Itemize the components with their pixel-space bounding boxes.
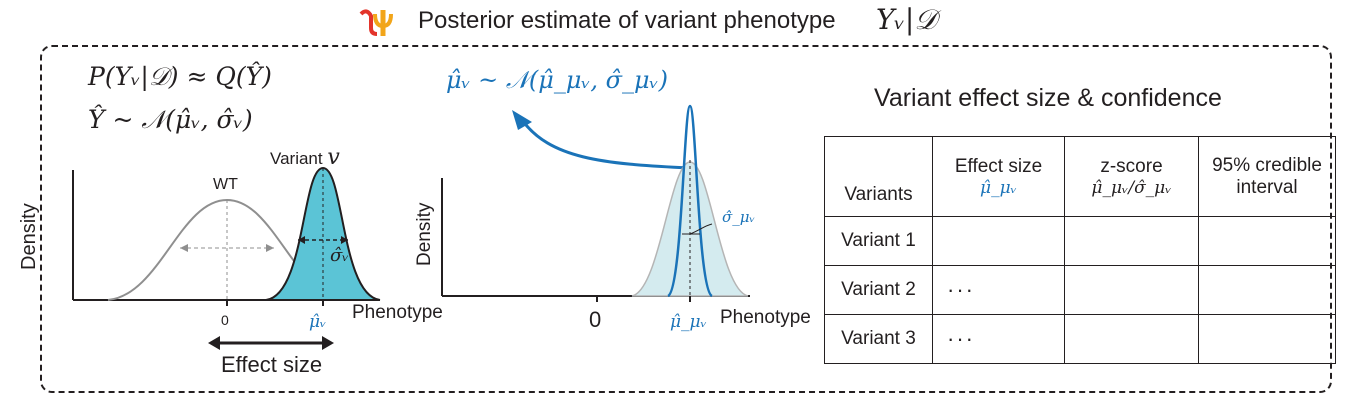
- left-x-tick-mu: μ̂ᵥ: [309, 312, 327, 332]
- row-zscore-cell: [1064, 265, 1199, 315]
- row-zscore-cell: [1064, 314, 1199, 364]
- sigma-pointer: [689, 223, 713, 235]
- variant-sigma-label: σ̂ᵥ: [330, 245, 349, 266]
- middle-y-axis-label: Density: [414, 202, 435, 266]
- header-z-score-formula: μ̂_μᵥ/σ̂_μᵥ: [1091, 177, 1172, 198]
- left-x-axis-label: Phenotype: [352, 302, 443, 323]
- psi-logo-icon: [359, 9, 393, 36]
- middle-x-axis-label: Phenotype: [720, 307, 811, 328]
- middle-x-tick-mu: μ̂_μᵥ: [670, 312, 707, 332]
- title-formula: Yᵥ|𝒟: [876, 3, 937, 36]
- header-variants: Variants: [824, 136, 933, 217]
- narrow-posterior-curve: [667, 104, 713, 298]
- row-zscore-cell: [1064, 216, 1199, 266]
- table-header-row: Variants Effect size μ̂_μᵥ z-score μ̂_μᵥ…: [824, 136, 1336, 217]
- figure-header: Posterior estimate of variant phenotype …: [0, 0, 1361, 44]
- row-effect-cell: ···: [932, 314, 1065, 364]
- variant-label: Variant v: [270, 145, 340, 170]
- table-row: Variant 3 ···: [824, 314, 1336, 364]
- row-variant-name: Variant 3: [824, 314, 933, 364]
- row-interval-cell: [1198, 314, 1336, 364]
- header-z-score: z-score μ̂_μᵥ/σ̂_μᵥ: [1064, 136, 1199, 217]
- header-effect-size-symbol: μ̂_μᵥ: [980, 177, 1017, 198]
- approximation-equation: Ŷ ~ 𝒩(μ̂ᵥ, σ̂ᵥ): [88, 105, 253, 134]
- figure-title: Posterior estimate of variant phenotype: [418, 7, 836, 34]
- table-title: Variant effect size & confidence: [874, 84, 1222, 112]
- row-interval-cell: [1198, 265, 1336, 315]
- wt-label: WT: [213, 176, 238, 193]
- middle-sigma-label: σ̂_μᵥ: [722, 208, 756, 226]
- effect-table: Variants Effect size μ̂_μᵥ z-score μ̂_μᵥ…: [824, 136, 1336, 364]
- row-interval-cell: [1198, 216, 1336, 266]
- row-variant-name: Variant 2: [824, 265, 933, 315]
- header-credible-interval: 95% credible interval: [1198, 136, 1336, 217]
- left-y-axis-label: Density: [18, 203, 40, 270]
- row-variant-name: Variant 1: [824, 216, 933, 266]
- left-x-tick-zero: 0: [221, 312, 229, 328]
- row-effect-cell: ···: [932, 265, 1065, 315]
- likelihood-equation: P(Yᵥ|𝒟) ≈ Q(Ŷ): [88, 62, 272, 91]
- left-density-plot: [72, 166, 381, 350]
- middle-x-tick-zero: 0: [589, 307, 602, 332]
- effect-size-label: Effect size: [221, 352, 323, 377]
- table-row: Variant 2 ···: [824, 265, 1336, 315]
- middle-density-plot: [441, 104, 750, 302]
- prior-arrow: [520, 119, 691, 170]
- row-effect-cell: [932, 216, 1065, 266]
- prior-equation: μ̂ᵥ ~ 𝒩(μ̂_μᵥ, σ̂_μᵥ): [446, 66, 668, 94]
- table-row: Variant 1: [824, 216, 1336, 266]
- header-effect-size: Effect size μ̂_μᵥ: [932, 136, 1065, 217]
